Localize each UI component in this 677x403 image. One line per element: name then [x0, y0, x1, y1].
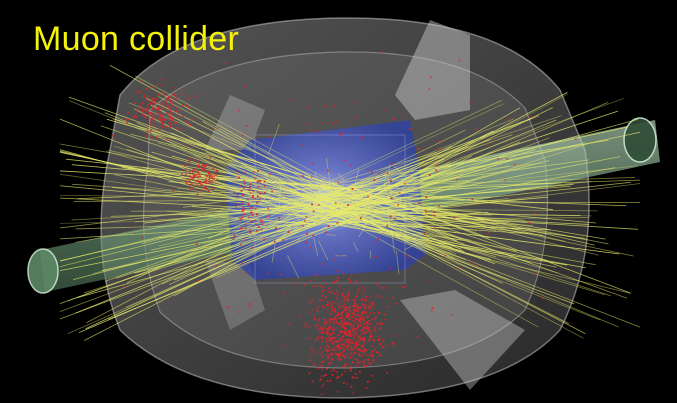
right-endcap-bottom — [400, 290, 525, 390]
right-endcap-top — [395, 20, 470, 120]
slide-title: Muon collider — [33, 20, 240, 58]
left-endcap-top — [205, 95, 265, 150]
calorimeter-hits — [111, 51, 577, 396]
particle-tracks — [59, 64, 641, 341]
left-endcap-bottom — [205, 260, 265, 330]
